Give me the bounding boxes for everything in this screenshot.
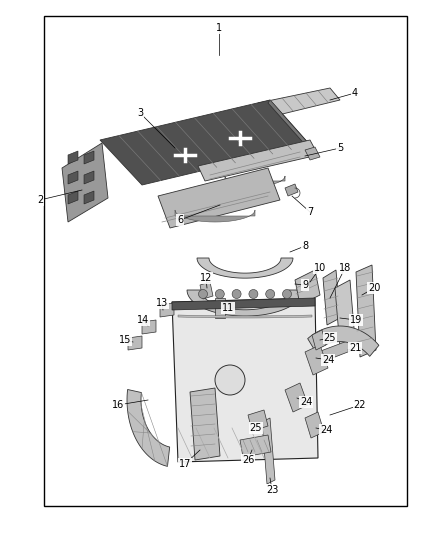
Text: 16: 16 [112,400,124,410]
Polygon shape [268,100,310,148]
Polygon shape [215,298,225,318]
Polygon shape [305,147,320,160]
Text: 5: 5 [337,143,343,153]
Bar [44,16,407,506]
Polygon shape [305,412,324,438]
Polygon shape [285,184,298,196]
Text: 17: 17 [179,459,191,469]
Text: 15: 15 [119,335,131,345]
Polygon shape [197,258,293,278]
Polygon shape [172,298,315,310]
Text: 14: 14 [137,315,149,325]
Text: 11: 11 [222,303,234,313]
Polygon shape [100,100,310,185]
Polygon shape [258,88,340,117]
Polygon shape [84,191,94,204]
Polygon shape [190,388,220,460]
Polygon shape [128,336,142,350]
Text: 2: 2 [37,195,43,205]
Polygon shape [84,171,94,184]
Polygon shape [240,435,271,457]
Polygon shape [248,410,268,431]
Circle shape [215,289,224,298]
Polygon shape [142,320,156,334]
Polygon shape [285,383,308,412]
Text: 8: 8 [302,241,308,251]
Text: 18: 18 [339,263,351,273]
Polygon shape [262,418,275,484]
Polygon shape [172,298,318,462]
Polygon shape [175,210,255,222]
Circle shape [283,289,292,298]
Text: 25: 25 [324,333,336,343]
Text: 25: 25 [250,423,262,433]
Polygon shape [225,176,285,186]
Polygon shape [307,326,379,357]
Polygon shape [198,140,318,181]
Text: 6: 6 [177,215,183,225]
Text: 12: 12 [200,273,212,283]
Text: 3: 3 [137,108,143,118]
Polygon shape [84,151,94,164]
Text: 24: 24 [322,355,334,365]
Polygon shape [312,330,326,350]
Polygon shape [295,270,320,305]
Polygon shape [62,143,108,222]
Circle shape [198,289,208,298]
Text: 19: 19 [350,315,362,325]
Text: 21: 21 [349,343,361,353]
Polygon shape [318,340,353,362]
Polygon shape [160,303,174,317]
Text: 22: 22 [354,400,366,410]
Circle shape [266,289,275,298]
Polygon shape [178,315,312,318]
Polygon shape [187,290,303,316]
Polygon shape [323,270,340,325]
Polygon shape [127,390,170,466]
Polygon shape [335,280,355,348]
Text: 10: 10 [314,263,326,273]
Text: 1: 1 [216,23,222,33]
Text: 24: 24 [300,397,312,407]
Polygon shape [305,345,328,375]
Circle shape [249,289,258,298]
Text: 9: 9 [302,280,308,290]
Polygon shape [68,171,78,184]
Polygon shape [356,265,376,357]
Text: 26: 26 [242,455,254,465]
Polygon shape [158,168,280,228]
Text: 20: 20 [368,283,380,293]
Polygon shape [68,191,78,204]
Text: 4: 4 [352,88,358,98]
Text: 7: 7 [307,207,313,217]
Circle shape [215,365,245,395]
Text: 13: 13 [156,298,168,308]
Polygon shape [68,151,78,164]
Circle shape [232,289,241,298]
Polygon shape [200,282,213,299]
Text: 23: 23 [266,485,278,495]
Text: 24: 24 [320,425,332,435]
